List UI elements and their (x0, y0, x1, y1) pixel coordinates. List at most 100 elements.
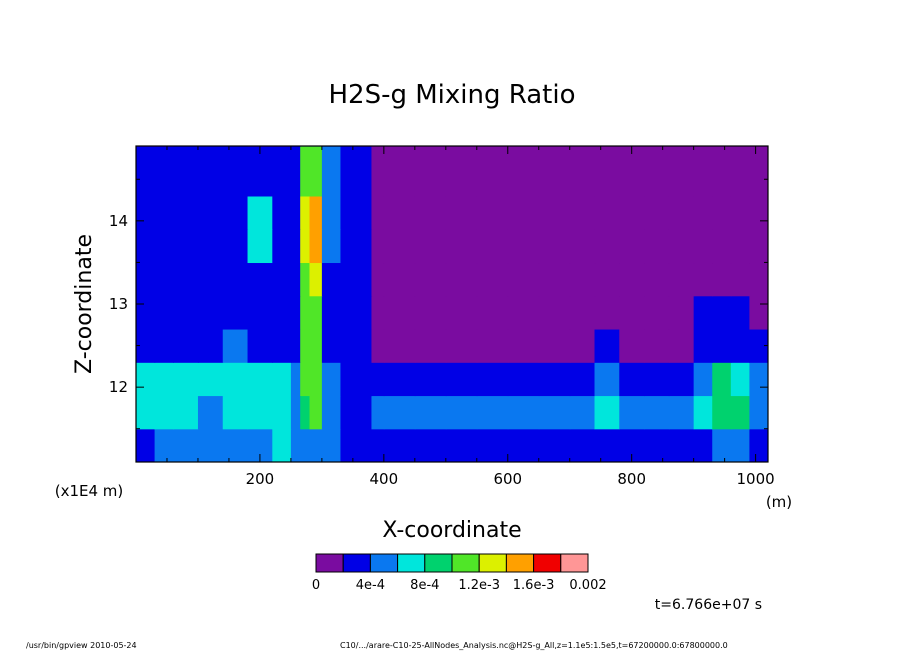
field-cell (668, 395, 695, 430)
field-cell (272, 146, 292, 197)
field-cell (371, 295, 385, 330)
field-cell (383, 262, 416, 297)
field-cell (730, 195, 751, 230)
field-cell (197, 295, 224, 330)
field-cell (383, 229, 416, 264)
field-cell (340, 262, 360, 297)
colorbar-label: 1.6e-3 (513, 578, 555, 593)
field-cell (247, 262, 273, 297)
field-cell (359, 362, 373, 397)
field-cell (693, 328, 713, 363)
field-cell (321, 229, 342, 264)
field-cell (644, 395, 670, 430)
field-cell (693, 146, 713, 197)
x-tick-label: 400 (370, 470, 399, 488)
field-cell (136, 295, 156, 330)
field-cell (371, 395, 385, 430)
field-cell (222, 395, 249, 430)
field-cell (476, 328, 509, 363)
x-unit-label: (m) (766, 493, 792, 511)
field-cell (309, 195, 323, 230)
field-cell (173, 395, 199, 430)
field-cell (619, 195, 645, 230)
field-cell (383, 146, 416, 197)
field-cell (644, 229, 670, 264)
field-cell (154, 146, 174, 197)
field-cell (197, 195, 224, 230)
field-cell (619, 395, 645, 430)
field-cell (730, 295, 751, 330)
field-cell (321, 295, 342, 330)
field-cell (538, 195, 571, 230)
field-cell (371, 428, 385, 462)
y-scale-note: (x1E4 m) (55, 482, 124, 500)
field-cell (668, 195, 695, 230)
y-tick-label: 13 (109, 295, 128, 313)
field-cell (693, 362, 713, 397)
field-cell (445, 395, 478, 430)
field-cell (668, 362, 695, 397)
field-cell (749, 295, 768, 330)
field-cell (594, 395, 620, 430)
field-cell (154, 195, 174, 230)
colorbar-label: 0 (312, 578, 320, 593)
colorbar-swatch (424, 553, 453, 573)
field-cell (359, 395, 373, 430)
x-tick-label: 200 (246, 470, 275, 488)
field-cell (507, 395, 540, 430)
field-cell (569, 295, 596, 330)
colorbar-swatch (315, 553, 344, 573)
field-cell (538, 328, 571, 363)
field-cell (309, 362, 323, 397)
field-cell (668, 146, 695, 197)
field-cell (594, 229, 620, 264)
field-cell (507, 295, 540, 330)
field-cell (619, 146, 645, 197)
field-cell (222, 428, 249, 462)
field-cell (383, 362, 416, 397)
field-cell (619, 229, 645, 264)
field-cell (594, 362, 620, 397)
y-tick-label: 14 (109, 212, 128, 230)
field-cell (730, 428, 751, 462)
field-cell (569, 229, 596, 264)
field-cell (644, 328, 670, 363)
field-cell (594, 146, 620, 197)
field-cell (321, 328, 342, 363)
field-cell (476, 229, 509, 264)
colorbar-swatch (560, 553, 589, 573)
field-cell (340, 362, 360, 397)
field-cell (619, 295, 645, 330)
field-cell (309, 229, 323, 264)
field-cell (272, 229, 292, 264)
field-cell (340, 146, 360, 197)
field-cell (445, 195, 478, 230)
field-cell (476, 395, 509, 430)
field-cell (197, 362, 224, 397)
field-cell (712, 195, 732, 230)
field-cell (445, 262, 478, 297)
field-cell (309, 295, 323, 330)
field-cell (569, 146, 596, 197)
field-cell (383, 295, 416, 330)
field-cell (712, 262, 732, 297)
field-cell (476, 195, 509, 230)
field-cell (476, 146, 509, 197)
field-cell (309, 146, 323, 197)
field-cell (569, 262, 596, 297)
field-cell (173, 262, 199, 297)
field-cell (569, 428, 596, 462)
field-cell (173, 362, 199, 397)
field-cell (445, 328, 478, 363)
field-cell (359, 295, 373, 330)
time-label: t=6.766e+07 s (655, 597, 762, 613)
colorbar-labels: 0 4e-4 8e-4 1.2e-3 1.6e-3 0.002 (312, 578, 607, 593)
colorbar-label: 4e-4 (356, 578, 385, 593)
field-cell (594, 195, 620, 230)
colorbar-label: 8e-4 (410, 578, 439, 593)
y-axis-ticks: 12 13 14 (109, 178, 768, 430)
field-cell (693, 428, 713, 462)
field-cell (154, 362, 174, 397)
field-cell (197, 428, 224, 462)
field-cell (693, 295, 713, 330)
